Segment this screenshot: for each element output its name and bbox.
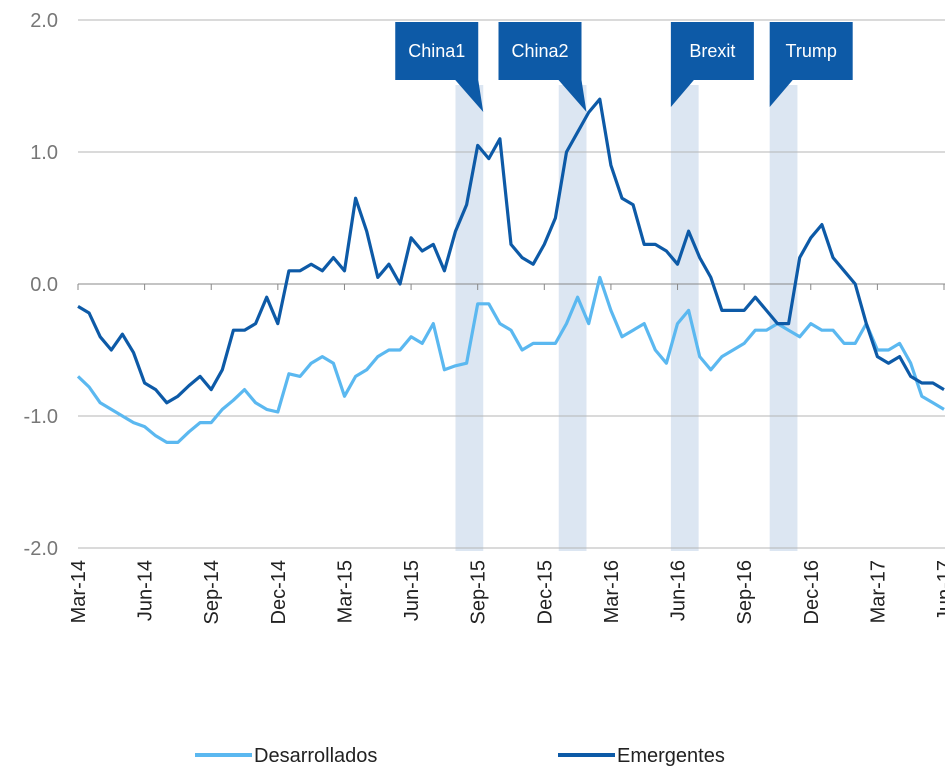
y-tick-label: -1.0 (24, 406, 58, 428)
x-tick-label: Jun-17 (934, 560, 945, 621)
x-tick-label: Mar-17 (867, 560, 889, 623)
x-tick-label: Jun-14 (135, 560, 157, 621)
y-tick-label: -2.0 (24, 538, 58, 560)
x-tick-label: Sep-15 (468, 560, 490, 625)
series-line (76, 275, 945, 444)
callout-pointer (769, 80, 793, 107)
callout-pointer (670, 80, 694, 107)
y-tick-label: 1.0 (30, 142, 58, 164)
x-tick-label: Dec-15 (534, 560, 556, 624)
callout-pointer (558, 80, 587, 112)
series-line (77, 97, 945, 405)
callout-label: China2 (511, 41, 568, 61)
x-tick-label: Mar-14 (68, 560, 90, 623)
event-band (670, 85, 699, 551)
x-tick-label: Dec-14 (268, 560, 290, 624)
legend-label: Emergentes (617, 745, 725, 767)
event-band (455, 85, 484, 551)
x-tick-label: Mar-16 (601, 560, 623, 623)
callout-pointer (455, 80, 484, 112)
callout-box (395, 22, 479, 80)
callout-label: Brexit (689, 41, 735, 61)
x-tick-label: Dec-16 (801, 560, 823, 624)
legend-label: Desarrollados (254, 745, 377, 767)
callout-box (670, 22, 754, 80)
callout-box (769, 22, 853, 80)
callout-label: China1 (408, 41, 465, 61)
event-band (558, 85, 587, 551)
x-tick-label: Jun-15 (401, 560, 423, 621)
callout-label: Trump (786, 41, 837, 61)
x-tick-label: Mar-15 (334, 560, 356, 623)
y-tick-label: 2.0 (30, 10, 58, 32)
y-tick-label: 0.0 (30, 274, 58, 296)
x-tick-label: Sep-16 (734, 560, 756, 625)
callout-box (498, 22, 582, 80)
x-tick-label: Jun-16 (668, 560, 690, 621)
x-tick-label: Sep-14 (201, 560, 223, 625)
